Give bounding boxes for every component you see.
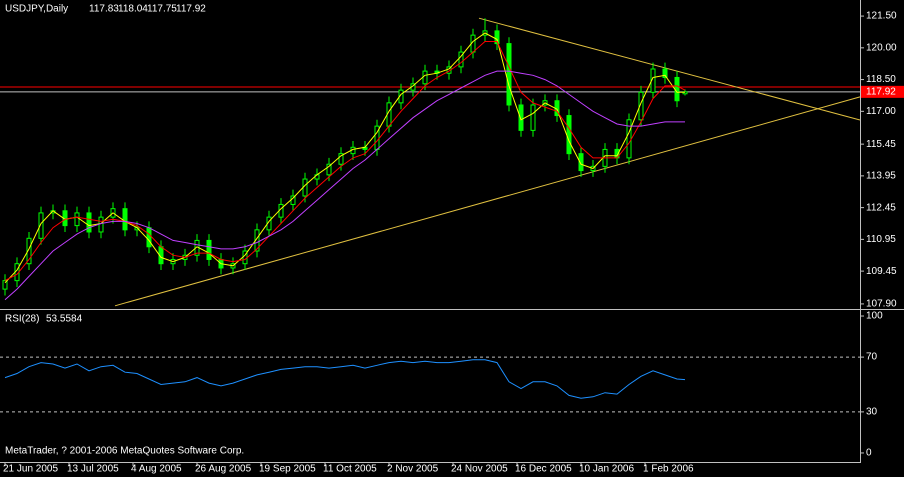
rsi-line (4, 359, 686, 399)
candle-body (566, 115, 572, 155)
ohlc-value: 117.92 (176, 4, 206, 15)
candle-body (662, 68, 668, 78)
trend-line (478, 17, 861, 121)
y-tick-label: 110.95 (866, 234, 896, 245)
candle-body (38, 212, 44, 239)
y-tick-label: 117.00 (866, 106, 896, 117)
moving-average (4, 32, 685, 284)
ohlc-value: 117.83 (89, 4, 119, 15)
x-tick-label: 2 Nov 2005 (387, 464, 439, 475)
y-tick-label: 107.90 (866, 299, 897, 310)
candle-body (578, 153, 584, 172)
rsi-value: 53.5584 (46, 314, 83, 325)
trend-line (114, 96, 861, 307)
y-tick-label: 120.00 (866, 42, 897, 53)
x-tick-label: 21 Jun 2005 (3, 464, 58, 475)
price-marker-label: 117.92 (866, 86, 896, 97)
moving-average (4, 41, 686, 282)
x-tick-label: 1 Feb 2006 (643, 464, 694, 475)
candle-body (518, 104, 524, 131)
rsi-title: RSI(28) (5, 314, 39, 325)
candle-body (98, 216, 104, 233)
y-tick-label: 121.50 (866, 11, 897, 22)
y-tick-label: 100 (866, 311, 883, 322)
candle-body (2, 280, 8, 290)
ohlc-value: 118.04 (118, 4, 148, 15)
x-tick-label: 4 Aug 2005 (131, 464, 182, 475)
candle-body (338, 153, 344, 165)
candle-body (638, 91, 644, 121)
symbol-title: USDJPY,Daily (5, 4, 68, 15)
y-tick-label: 115.45 (866, 139, 896, 150)
y-tick-label: 112.45 (866, 202, 896, 213)
footer: MetaTrader, ? 2001-2006 MetaQuotes Softw… (5, 446, 244, 457)
candle-body (26, 237, 32, 265)
candle-body (206, 239, 212, 260)
candle-body (506, 43, 512, 106)
candle-body (530, 104, 536, 131)
y-tick-label: 118.50 (866, 74, 896, 85)
y-tick-label: 109.45 (866, 266, 897, 277)
x-tick-label: 24 Nov 2005 (451, 464, 508, 475)
candle-body (458, 51, 464, 68)
x-tick-label: 10 Jan 2006 (579, 464, 634, 475)
y-tick-label: 30 (866, 407, 878, 418)
y-tick-label: 70 (866, 352, 878, 363)
x-tick-label: 19 Sep 2005 (259, 464, 316, 475)
candle-body (122, 208, 128, 231)
candle-body (422, 70, 428, 85)
candle-body (326, 163, 332, 176)
candle-body (674, 76, 680, 102)
candle-body (74, 212, 80, 227)
x-tick-label: 11 Oct 2005 (323, 464, 377, 475)
x-tick-label: 26 Aug 2005 (195, 464, 252, 475)
x-tick-label: 16 Dec 2005 (515, 464, 572, 475)
candle-body (146, 227, 152, 248)
ohlc-value: 117.75 (147, 4, 177, 15)
moving-average (4, 70, 685, 301)
y-tick-label: 0 (866, 448, 872, 459)
x-tick-label: 13 Jul 2005 (67, 464, 119, 475)
candle-body (86, 212, 92, 233)
candle-body (494, 30, 500, 45)
price-marker (861, 85, 904, 98)
y-tick-label: 113.95 (866, 171, 896, 182)
